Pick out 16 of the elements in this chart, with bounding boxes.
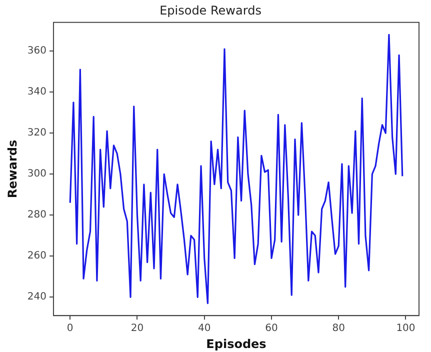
y-tick-label: 300	[27, 168, 46, 180]
x-tick-label: 40	[198, 323, 211, 334]
y-axis-title: Rewards	[5, 140, 20, 198]
x-tick-label: 20	[130, 323, 144, 334]
x-tick-label: 0	[66, 323, 74, 334]
y-tick-label: 240	[27, 292, 46, 303]
y-tick-label: 260	[27, 250, 46, 262]
x-axis-title: Episodes	[206, 336, 266, 351]
y-tick-label: 340	[27, 86, 46, 98]
chart-title: Episode Rewards	[160, 3, 262, 18]
x-tick-label: 80	[332, 323, 345, 334]
x-tick-label: 100	[396, 323, 416, 334]
x-tick-label: 60	[265, 323, 278, 334]
y-tick-label: 320	[27, 128, 46, 139]
y-tick-label: 360	[27, 46, 46, 57]
y-tick-label: 280	[27, 210, 46, 221]
